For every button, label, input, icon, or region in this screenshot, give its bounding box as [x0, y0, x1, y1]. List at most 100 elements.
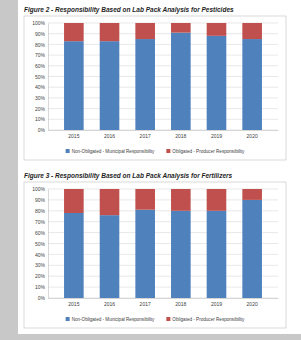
plot-area: 0%10%20%30%40%50%60%70%80%90%100%2015201…	[32, 20, 278, 138]
chart: 0%10%20%30%40%50%60%70%80%90%100%2015201…	[24, 182, 286, 328]
tick-label: 50%	[35, 74, 46, 80]
tick-label: 2016	[104, 301, 115, 307]
tick: 2018	[175, 130, 186, 139]
tick-label: 10%	[35, 284, 46, 290]
axis-line	[49, 298, 279, 299]
axis-line	[49, 130, 279, 131]
tick: 40%	[35, 84, 48, 90]
x-axis: 2015 2016 2017 2018 2019 2020	[49, 130, 279, 139]
bar	[135, 39, 155, 130]
series	[64, 189, 262, 215]
tick-label: 2018	[175, 301, 186, 307]
chart-title: Figure 3 - Responsibility Based on Lab P…	[24, 172, 233, 180]
tick-label: 90%	[35, 31, 46, 37]
tick: 2017	[140, 298, 151, 307]
tick: 10%	[35, 284, 48, 290]
legend-label: Non-Obligated - Municipal Responsibility	[72, 317, 155, 322]
tick-label: 2015	[68, 301, 79, 307]
tick-label: 50%	[35, 241, 46, 247]
tick-label: 10%	[35, 116, 46, 122]
tick: 60%	[35, 230, 48, 236]
tick: 100%	[32, 20, 48, 26]
axis-line	[48, 190, 49, 299]
tick: 0%	[38, 127, 48, 133]
bar	[207, 211, 227, 298]
axis-line	[48, 24, 49, 131]
tick-label: 2016	[104, 133, 115, 139]
tick-label: 30%	[35, 262, 46, 268]
bar	[242, 189, 262, 200]
legend-item: Obligated - Producer Responsibility	[166, 149, 245, 154]
tick: 2020	[247, 130, 258, 139]
bar	[100, 23, 120, 41]
bar	[171, 189, 191, 211]
page-sheet	[18, 0, 301, 334]
legend-label: Obligated - Producer Responsibility	[172, 149, 245, 154]
bar	[64, 41, 84, 130]
page: Figure 2 - Responsibility Based on Lab P…	[0, 0, 301, 340]
legend-label: Obligated - Producer Responsibility	[172, 317, 245, 322]
y-axis: 0% 10% 20% 30% 40% 50% 60% 70% 80% 90% 100%	[32, 20, 48, 133]
tick: 90%	[35, 31, 48, 37]
bar	[135, 23, 155, 39]
bar	[171, 23, 191, 33]
legend: Non-Obligated - Municipal Responsibility…	[66, 317, 245, 322]
bar	[100, 41, 120, 130]
tick: 80%	[35, 208, 48, 214]
tick: 20%	[35, 273, 48, 279]
tick: 2017	[140, 130, 151, 139]
tick: 2019	[211, 298, 222, 307]
tick-label: 30%	[35, 95, 46, 101]
tick-label: 20%	[35, 106, 46, 112]
legend-item: Non-Obligated - Municipal Responsibility	[66, 149, 155, 154]
tick-label: 80%	[35, 208, 46, 214]
tick-label: 2018	[175, 133, 186, 139]
legend-item: Obligated - Producer Responsibility	[166, 317, 245, 322]
tick-label: 2020	[247, 133, 258, 139]
tick-label: 40%	[35, 84, 46, 90]
tick: 50%	[35, 241, 48, 247]
bar	[242, 39, 262, 130]
tick-label: 60%	[35, 230, 46, 236]
tick-label: 70%	[35, 219, 46, 225]
tick: 60%	[35, 63, 48, 69]
bar	[135, 210, 155, 298]
chart-area	[24, 16, 286, 160]
bar	[207, 36, 227, 130]
bar	[171, 33, 191, 130]
grid	[48, 23, 278, 130]
tick: 20%	[35, 106, 48, 112]
tick: 40%	[35, 252, 48, 258]
bar	[207, 23, 227, 36]
tick: 70%	[35, 219, 48, 225]
series	[64, 200, 262, 298]
tick: 2019	[211, 130, 222, 139]
legend-item: Non-Obligated - Municipal Responsibility	[66, 317, 155, 322]
tick-label: 40%	[35, 252, 46, 258]
tick-label: 80%	[35, 42, 46, 48]
tick: 30%	[35, 262, 48, 268]
tick: 100%	[32, 186, 48, 192]
tick-label: 2019	[211, 301, 222, 307]
tick-label: 20%	[35, 273, 46, 279]
bar	[207, 189, 227, 211]
tick-label: 100%	[32, 186, 45, 192]
tick: 2016	[104, 298, 115, 307]
tick-label: 0%	[38, 295, 46, 301]
y-axis: 0%10%20%30%40%50%60%70%80%90%100%	[32, 186, 48, 301]
grid	[48, 189, 278, 298]
tick-label: 70%	[35, 52, 46, 58]
legend-label: Non-Obligated - Municipal Responsibility	[72, 149, 155, 154]
bar	[242, 23, 262, 39]
bars	[64, 189, 262, 298]
page-frame	[0, 0, 301, 340]
bar	[64, 213, 84, 298]
x-axis: 2015 2016 2017 2018 2019 2020	[49, 298, 279, 307]
tick-label: 2015	[68, 133, 79, 139]
tick: 2020	[247, 298, 258, 307]
tick: 70%	[35, 52, 48, 58]
bar	[242, 200, 262, 298]
legend-swatch	[66, 149, 70, 153]
series	[64, 23, 262, 41]
bar	[64, 23, 84, 41]
